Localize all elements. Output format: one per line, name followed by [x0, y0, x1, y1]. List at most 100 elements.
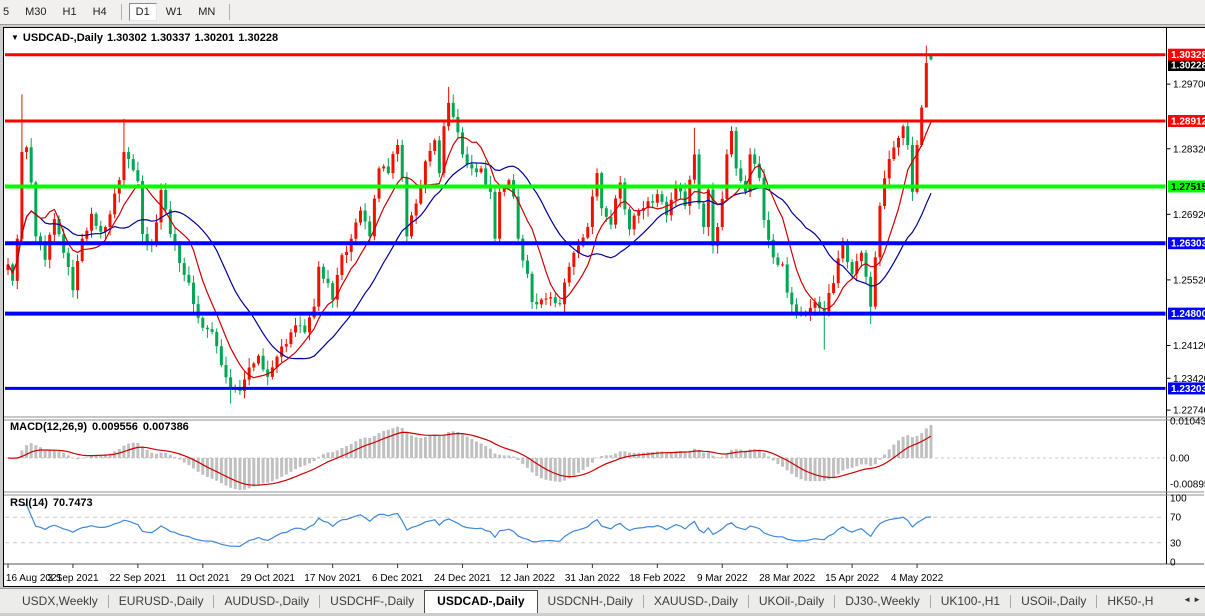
candle-body [243, 379, 247, 391]
candle-body [892, 147, 896, 160]
tab-usoil-daily[interactable]: USOil-,Daily [1021, 594, 1087, 608]
candle-body [785, 264, 789, 293]
candle-body [567, 266, 571, 283]
timeframe-button-mn[interactable]: MN [198, 6, 216, 18]
macd-histogram-bar [442, 434, 446, 458]
candle-body [141, 181, 145, 235]
tab-separator [834, 594, 836, 608]
candle-body [456, 116, 460, 133]
tab-dj30-weekly[interactable]: DJ30-,Weekly [845, 594, 920, 608]
macd-histogram-bar [99, 454, 103, 458]
tab-usdx-weekly[interactable]: USDX,Weekly [22, 594, 98, 608]
candle-body [929, 55, 933, 60]
macd-histogram-bar [692, 448, 696, 458]
macd-histogram-bar [368, 437, 372, 458]
timeframe-button-5[interactable]: 5 [3, 6, 10, 18]
candle-body [284, 344, 288, 347]
date-axis-label: 18 Feb 2022 [629, 573, 686, 584]
candle-body [196, 304, 200, 318]
candle-body [89, 213, 93, 231]
macd-histogram-bar [38, 447, 42, 458]
candle-body [377, 168, 381, 199]
macd-histogram-bar [414, 437, 418, 458]
macd-histogram-bar [433, 434, 437, 458]
candle-body [219, 346, 223, 366]
candle-body [215, 331, 219, 347]
macd-histogram-bar [873, 458, 877, 465]
macd-histogram-bar [150, 452, 154, 458]
macd-histogram-bar [549, 458, 553, 481]
macd-histogram-bar [827, 458, 831, 480]
macd-histogram-bar [261, 458, 265, 484]
candle-body [530, 273, 534, 302]
macd-histogram-bar [590, 458, 594, 463]
rsi-name: RSI(14) [10, 497, 48, 509]
timeframe-button-h4[interactable]: H4 [92, 6, 107, 18]
macd-histogram-bar [512, 456, 516, 458]
price-tick-label: 1.24120 [1173, 341, 1205, 352]
macd-histogram-bar [461, 434, 465, 458]
ma-slow-line [7, 162, 932, 360]
tab-hk50-h[interactable]: HK50-,H [1107, 594, 1154, 608]
candle-body [762, 177, 766, 220]
candle-body [201, 317, 205, 328]
macd-histogram-bar [743, 450, 747, 458]
price-tick-label: 1.23420 [1173, 374, 1205, 385]
rsi-axis-label: 70 [1170, 513, 1182, 524]
tab-uk100-h1[interactable]: UK100-,H1 [940, 594, 1001, 608]
macd-histogram-bar [331, 452, 335, 458]
tab-scroll-right-icon[interactable]: ► [1193, 595, 1203, 604]
macd-histogram-bar [289, 458, 293, 472]
timeframe-button-m30[interactable]: M30 [25, 6, 47, 18]
candle-body [535, 301, 539, 305]
macd-histogram-bar [841, 458, 845, 471]
macd-histogram-bar [887, 449, 891, 458]
candle-body [600, 173, 604, 209]
macd-histogram-bar [25, 445, 29, 458]
candle-body [711, 189, 715, 246]
macd-histogram-bar [790, 458, 794, 474]
tab-eurusd-daily[interactable]: EURUSD-,Daily [118, 594, 204, 608]
timeframe-button-h1[interactable]: H1 [62, 6, 77, 18]
macd-histogram-bar [845, 458, 849, 469]
macd-histogram-bar [154, 453, 158, 458]
tab-usdcnh-daily[interactable]: USDCNH-,Daily [547, 594, 633, 608]
horizontal-lines-group[interactable] [5, 53, 1166, 390]
candle-body [771, 239, 775, 258]
macd-histogram-bar [516, 458, 520, 460]
candle-body [627, 209, 631, 230]
macd-histogram-bar [284, 458, 288, 475]
tab-usdcad-daily[interactable]: USDCAD-,Daily [424, 589, 538, 613]
candle-body [864, 252, 868, 277]
ohlc-high: 1.30337 [150, 32, 191, 44]
candle-body [414, 203, 418, 216]
macd-histogram-bar [910, 437, 914, 458]
candle-body [915, 145, 919, 192]
macd-signal-line [7, 431, 932, 486]
tab-ukoil-daily[interactable]: UKOil-,Daily [758, 594, 825, 608]
macd-histogram-bar [563, 458, 567, 481]
collapse-chart-icon[interactable]: ▼ [11, 33, 19, 42]
tab-audusd-daily[interactable]: AUDUSD-,Daily [224, 594, 310, 608]
candle-body [396, 145, 400, 154]
candle-body [832, 283, 836, 293]
timeframe-button-d1[interactable]: D1 [128, 3, 157, 21]
candle-body [205, 327, 209, 330]
macd-histogram-bar [869, 458, 873, 467]
candle-body [576, 245, 580, 253]
macd-pane-group [5, 424, 1166, 490]
tab-scroll-left-icon[interactable]: ◄ [1183, 595, 1194, 604]
macd-histogram-bar [720, 456, 724, 458]
tab-usdchf-daily[interactable]: USDCHF-,Daily [330, 594, 415, 608]
current-price-label: 1.30228 [1171, 61, 1205, 72]
macd-histogram-bar [80, 458, 84, 459]
candle-body [368, 221, 372, 237]
candle-body [525, 260, 529, 274]
candle-body [781, 264, 785, 266]
candle-body [794, 304, 798, 314]
tab-xauusd-daily[interactable]: XAUUSD-,Daily [653, 594, 738, 608]
candle-body [502, 187, 506, 192]
candle-body [173, 234, 177, 244]
date-axis-label: 31 Jan 2022 [565, 573, 620, 584]
timeframe-button-w1[interactable]: W1 [165, 6, 183, 18]
